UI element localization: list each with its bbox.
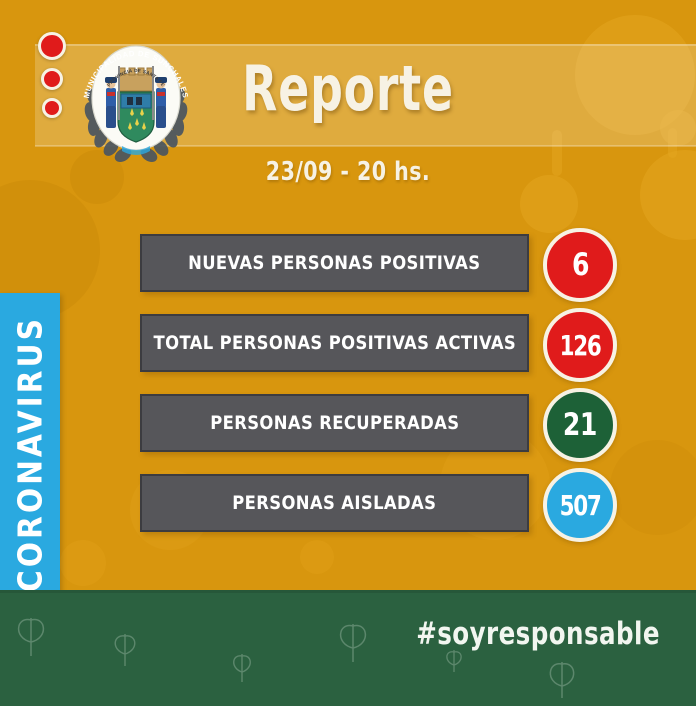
stat-row-personas-recuperadas: PERSONAS RECUPERADAS 21 [0,388,696,462]
hashtag-text: #soyresponsable [416,616,660,652]
dot-small-icon [42,98,62,118]
leaf-icon [339,624,367,662]
stat-row-personas-aisladas: PERSONAS AISLADAS 507 [0,468,696,542]
leaf-icon [233,654,251,682]
page-title: Reporte [242,52,454,125]
stat-value: 6 [571,247,589,283]
statistics-list: NUEVAS PERSONAS POSITIVAS 6 TOTAL PERSON… [0,228,696,554]
stat-label: PERSONAS RECUPERADAS [209,412,460,434]
stat-value: 21 [562,407,598,443]
leaf-icon [446,650,462,672]
header-band-bottom-rule [35,145,696,147]
stat-value-badge: 6 [543,228,617,302]
leaf-icon [17,618,45,656]
stat-row-total-personas-positivas-activas: TOTAL PERSONAS POSITIVAS ACTIVAS 126 [0,308,696,382]
stat-label: NUEVAS PERSONAS POSITIVAS [188,252,481,274]
stat-label: TOTAL PERSONAS POSITIVAS ACTIVAS [153,332,516,354]
stat-value-badge: 21 [543,388,617,462]
stat-label-bar: NUEVAS PERSONAS POSITIVAS [140,234,529,292]
footer-top-rule [0,590,696,593]
dot-large-icon [38,32,66,60]
header-band-top-rule [35,44,696,46]
stat-value: 126 [559,328,602,362]
stat-label-bar: PERSONAS RECUPERADAS [140,394,529,452]
coronavirus-side-bar: CORONAVIRUS [0,293,60,615]
municipality-coat-of-arms: MUNICIPALIDAD DE SUNCHALES PROVINCIA DE … [78,36,194,166]
stat-value: 507 [559,488,602,522]
stat-label-bar: TOTAL PERSONAS POSITIVAS ACTIVAS [140,314,529,372]
stat-value-badge: 126 [543,308,617,382]
leaf-icon [549,662,575,698]
leaf-icon [114,634,136,666]
stat-label: PERSONAS AISLADAS [232,492,437,514]
decorative-dots [30,32,74,126]
report-datetime: 23/09 - 20 hs. [265,157,431,187]
stat-label-bar: PERSONAS AISLADAS [140,474,529,532]
stat-value-badge: 507 [543,468,617,542]
footer: #soyresponsable [0,590,696,706]
stat-row-nuevas-personas-positivas: NUEVAS PERSONAS POSITIVAS 6 [0,228,696,302]
dot-medium-icon [41,68,63,90]
